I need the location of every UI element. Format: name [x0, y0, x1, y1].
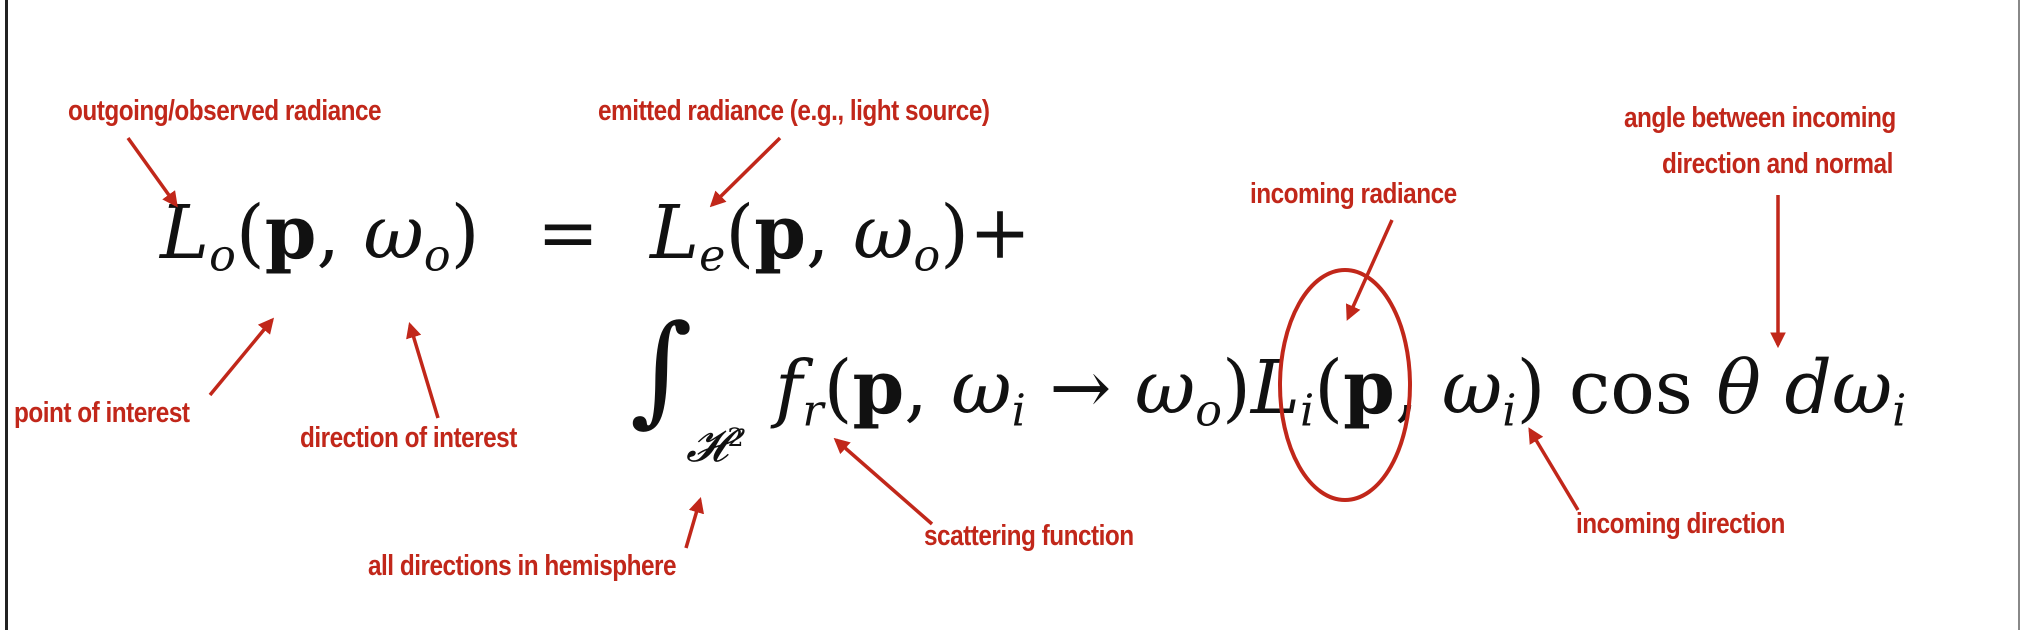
label-angle-line1: angle between incoming: [1624, 102, 1896, 134]
brdf-omega-o-subscript: o: [1195, 385, 1222, 437]
incoming-point-p: p: [1343, 345, 1395, 431]
emit-symbol: L: [650, 190, 700, 276]
label-direction-of-interest: direction of interest: [300, 422, 517, 454]
label-incoming-radiance: incoming radiance: [1250, 178, 1457, 210]
equation-integrand: fr(p, ωi → ωo)Li(p, ωi) cos θ dωi: [775, 345, 1907, 437]
label-emitted-radiance: emitted radiance (e.g., light source): [598, 95, 990, 127]
brdf-omega-i: ω: [951, 345, 1012, 431]
arrow-emitted-icon: [709, 136, 782, 208]
cos-function: cos: [1568, 345, 1693, 431]
d-omega: ω: [1831, 345, 1893, 431]
emit-subscript: e: [699, 230, 726, 282]
incoming-symbol: L: [1250, 345, 1301, 431]
emit-point-p: p: [754, 190, 807, 276]
incoming-subscript: i: [1300, 385, 1315, 437]
brdf-symbol: f: [775, 345, 803, 431]
brdf-omega-o: ω: [1134, 345, 1196, 431]
equals-sign: =: [537, 190, 600, 276]
label-point-of-interest: point of interest: [14, 397, 190, 429]
label-incoming-direction: incoming direction: [1576, 508, 1785, 540]
label-outgoing-radiance: outgoing/observed radiance: [68, 95, 382, 127]
lhs-subscript: o: [209, 230, 236, 282]
brdf-point-p: p: [852, 345, 905, 431]
equation-emitted: Le(p, ωo)+: [650, 190, 1032, 282]
highlight-circle-icon: [1278, 268, 1412, 502]
integral-sign: ∫: [630, 300, 693, 439]
arrow-scattering-icon: [833, 437, 934, 526]
integral-domain: 𝓗2: [686, 418, 744, 474]
label-all-directions: all directions in hemisphere: [368, 550, 677, 582]
right-border: [2018, 0, 2020, 630]
d-omega-subscript: i: [1892, 385, 1907, 437]
emit-omega: ω: [853, 190, 914, 276]
arrow-point-icon: [208, 317, 275, 397]
theta-symbol: θ: [1716, 345, 1761, 431]
left-border: [5, 0, 8, 630]
brdf-omega-i-subscript: i: [1011, 385, 1026, 437]
equation-lhs: Lo(p, ωo): [160, 190, 480, 282]
arrow-incoming-direction-icon: [1528, 427, 1580, 511]
domain-superscript: 2: [727, 422, 744, 452]
omega-o-subscript: o: [423, 230, 451, 282]
domain-symbol: 𝓗: [686, 418, 728, 472]
brdf-subscript: r: [802, 385, 824, 437]
label-scattering-function: scattering function: [924, 520, 1134, 552]
incoming-omega-i: ω: [1441, 345, 1503, 431]
label-angle-line2: direction and normal: [1662, 148, 1893, 180]
d-symbol: d: [1784, 345, 1832, 431]
arrow-direction-icon: [406, 321, 440, 419]
arrow-hemisphere-icon: [684, 496, 705, 549]
incoming-omega-i-subscript: i: [1502, 385, 1517, 437]
arrow-outgoing-icon: [126, 136, 178, 208]
emit-omega-subscript: o: [913, 230, 941, 282]
plus-sign: +: [969, 190, 1032, 276]
arrow-incoming-radiance-icon: [1345, 219, 1394, 321]
arrow-symbol: →: [1049, 345, 1112, 431]
point-p: p: [264, 190, 317, 276]
omega-o: ω: [363, 190, 424, 276]
